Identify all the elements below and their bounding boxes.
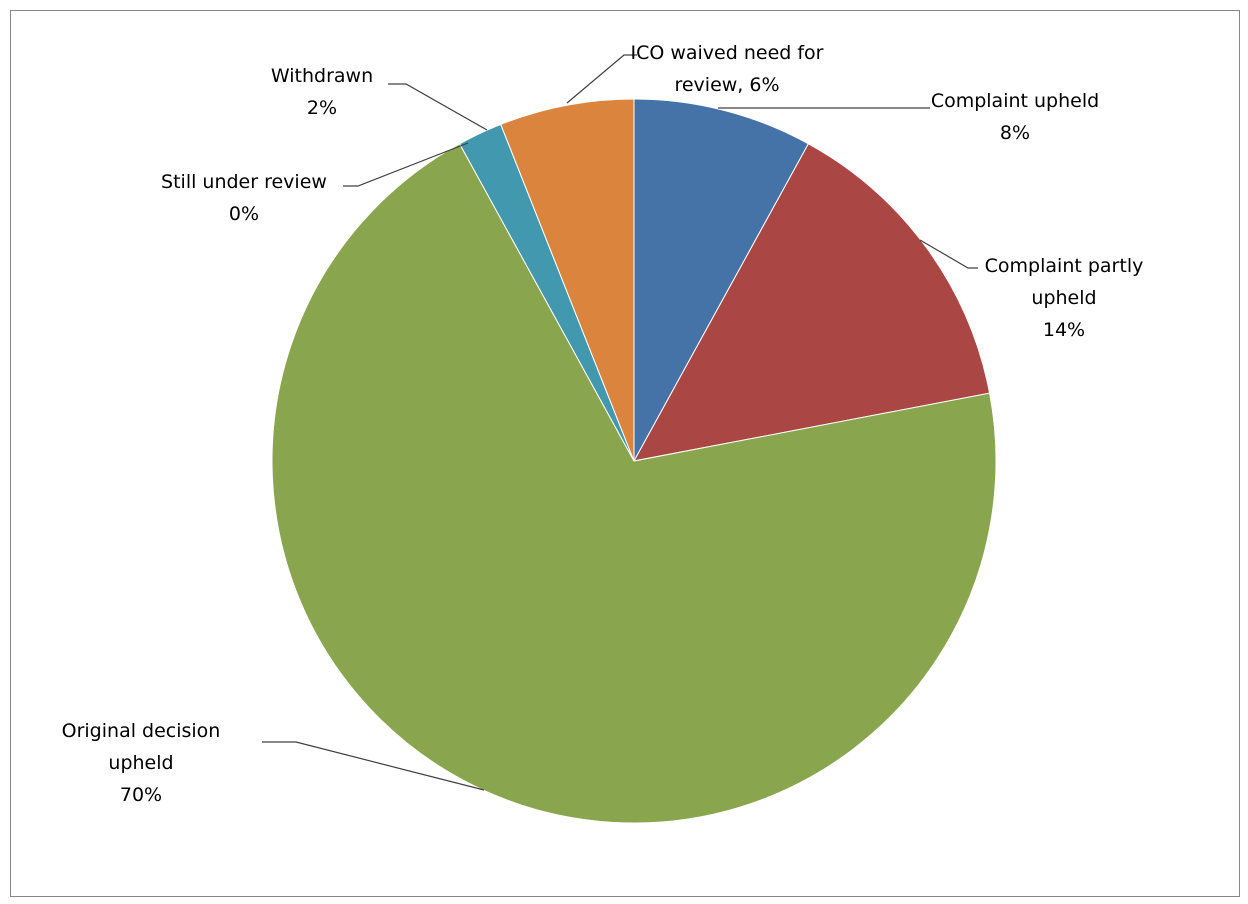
data-label-line: upheld [108, 752, 173, 774]
data-label-line: 0% [229, 203, 259, 225]
data-label-complaint-upheld: Complaint upheld 8% [931, 90, 1099, 144]
data-label-line: Original decision [62, 720, 221, 742]
data-label-line: Still under review [161, 171, 327, 193]
leader-line-ico-waived [566, 54, 637, 104]
labels-layer: Complaint upheld 8% Complaint partly upheld… [62, 42, 1144, 806]
data-label-ico-waived: ICO waived need for review, 6% [630, 42, 823, 96]
data-label-line: 2% [307, 97, 337, 119]
data-label-line: 8% [1000, 122, 1030, 144]
data-label-complaint-partly-upheld: Complaint partly upheld 14% [985, 255, 1144, 341]
data-label-line: Withdrawn [271, 65, 373, 87]
data-label-line: review, 6% [674, 74, 779, 96]
data-label-original-decision-upheld: Original decision upheld 70% [62, 720, 221, 806]
data-label-line: ICO waived need for [630, 42, 823, 64]
data-label-still-under-review: Still under review 0% [161, 171, 327, 225]
data-label-line: Complaint upheld [931, 90, 1099, 112]
pie-slice-complaint-partly-upheld [633, 143, 991, 462]
pie-slice-ico-waived [500, 98, 635, 462]
leader-lines-layer [262, 54, 978, 791]
data-label-line: Complaint partly [985, 255, 1144, 277]
data-label-line: upheld [1031, 287, 1096, 309]
slices-layer [271, 98, 997, 824]
leader-line-still-under-review [343, 142, 469, 187]
leader-line-withdrawn [388, 83, 488, 131]
data-label-withdrawn: Withdrawn 2% [271, 65, 373, 119]
leader-line-complaint-partly-upheld [919, 239, 978, 269]
data-label-line: 14% [1043, 319, 1085, 341]
pie-slice-complaint-upheld [633, 98, 810, 462]
leader-line-original-decision-upheld [262, 741, 485, 791]
data-label-line: 70% [120, 784, 162, 806]
